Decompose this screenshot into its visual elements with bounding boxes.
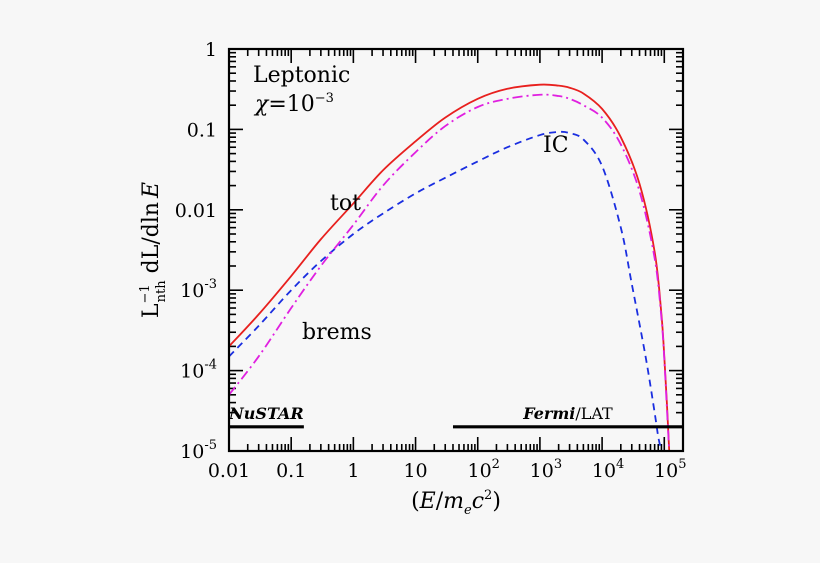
x-axis-label: (E/mec2) xyxy=(411,488,501,518)
x-tick-label: 105 xyxy=(654,457,686,482)
annotation-leptonic: Leptonic xyxy=(253,63,350,88)
chi-symbol: χ xyxy=(253,92,270,117)
xlabel-close: ) xyxy=(492,489,501,514)
series-line-brems xyxy=(228,93,671,452)
annotation-brems: brems xyxy=(302,320,372,345)
x-tick-label: 0.01 xyxy=(208,460,250,482)
ylabel-nth: nth xyxy=(154,280,169,303)
x-tick-label: 102 xyxy=(467,457,499,482)
xlabel-open: ( xyxy=(411,489,420,514)
series-line-tot xyxy=(228,83,671,452)
x-tick-label: 103 xyxy=(530,457,562,482)
xlabel-slash: / xyxy=(436,489,444,514)
y-tick-label: 10-4 xyxy=(180,358,217,383)
xlabel-c: c xyxy=(472,489,484,514)
band-label-fermi: Fermi/LAT xyxy=(522,404,613,423)
annotation-ic: IC xyxy=(543,133,569,158)
annotation-chi: χ=10−3 xyxy=(253,91,334,117)
xlabel-e-sub: e xyxy=(464,503,472,518)
series-group xyxy=(228,83,671,452)
xlabel-m: m xyxy=(443,489,464,514)
band-label-nustar: NuSTAR xyxy=(228,404,304,423)
ylabel-dl: dL/dln xyxy=(139,202,164,280)
x-tick-label: 0.1 xyxy=(276,460,306,482)
series-line-ic xyxy=(228,130,663,452)
y-tick-label: 0.1 xyxy=(187,119,217,141)
plot-frame xyxy=(227,47,685,453)
x-tick-label: 1 xyxy=(347,460,359,482)
y-tick-label: 1 xyxy=(205,39,217,61)
chi-exponent: −3 xyxy=(315,91,334,106)
ylabel-l: L xyxy=(139,303,164,318)
y-tick-label: 10-3 xyxy=(180,277,217,302)
ylabel-e: E xyxy=(139,182,164,199)
y-tick-label: 10-5 xyxy=(180,438,217,463)
xlabel-e: E xyxy=(419,489,436,514)
axis-ticks: 0.01 0.1 1 10 102 103 104 105 1 0.1 0.01 10-3 10-4 10… xyxy=(175,39,687,482)
chi-equals: =10 xyxy=(268,92,314,117)
annotation-tot: tot xyxy=(330,191,361,216)
y-axis-label: L−1nth dL/dln E xyxy=(138,182,169,318)
xlabel-sq: 2 xyxy=(484,488,492,503)
x-tick-label: 10 xyxy=(403,460,427,482)
y-tick-label: 0.01 xyxy=(175,200,217,222)
ylabel-minus1: −1 xyxy=(138,284,153,303)
band-group: NuSTAR Fermi/LAT xyxy=(228,404,683,429)
x-tick-label: 104 xyxy=(592,457,624,482)
